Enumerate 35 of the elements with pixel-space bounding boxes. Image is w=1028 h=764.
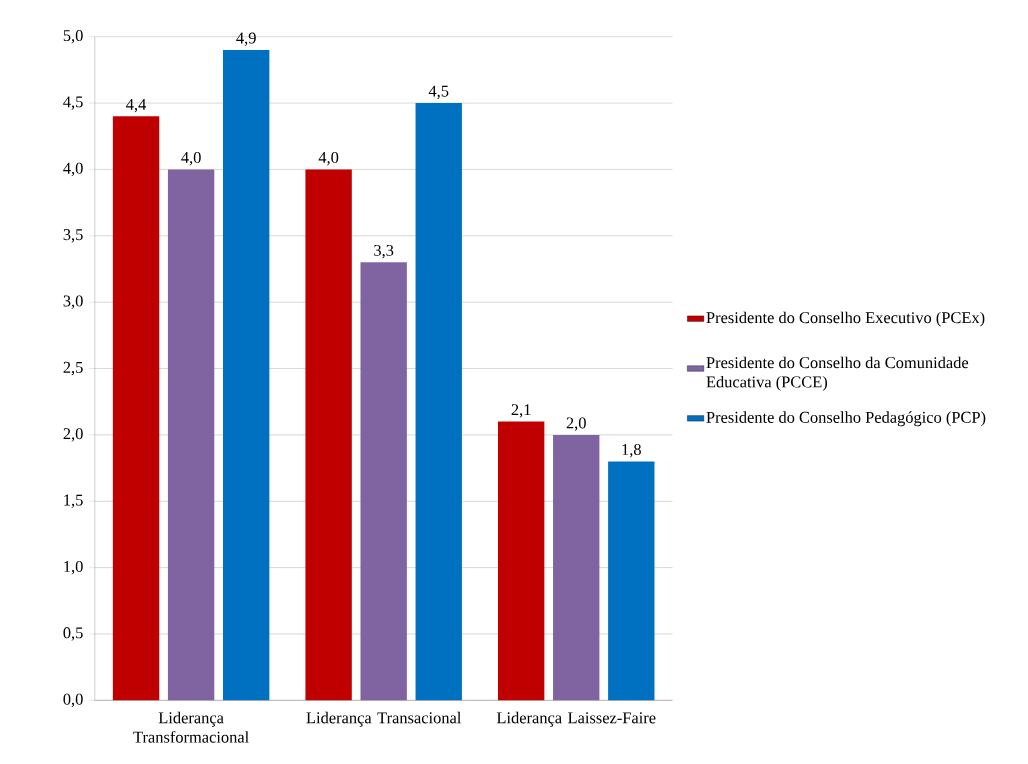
bar (497, 421, 545, 701)
data-label: 4,5 (428, 85, 449, 99)
y-tick-label: 2,0 (63, 428, 83, 442)
bar (608, 461, 655, 701)
bar (112, 116, 160, 701)
y-tick-label: 3,5 (63, 229, 83, 243)
bar (415, 103, 462, 701)
y-tick-label: 0,5 (63, 627, 83, 641)
y-tick-label: 0,0 (63, 693, 83, 708)
y-tick-label: 3,0 (63, 295, 83, 309)
data-label: 4,9 (236, 32, 256, 46)
legend-label: Presidente do Conselho da Comunidade Educativa (PCCE) (706, 356, 969, 391)
bar (553, 434, 600, 701)
bar (222, 49, 270, 701)
data-label: 4,0 (181, 151, 201, 166)
y-tick-label: 1,5 (64, 494, 83, 508)
data-label: 4,4 (126, 98, 147, 113)
bar (167, 169, 215, 701)
y-tick-label: 4,5 (63, 96, 83, 110)
bar (360, 262, 407, 701)
bar (305, 169, 352, 701)
data-label: 4,0 (318, 151, 339, 166)
legend-label: Presidente do Conselho Pedagógico (PCP) (706, 411, 986, 427)
data-label: 2,1 (511, 404, 531, 418)
y-tick-label: 5,0 (63, 29, 83, 44)
y-tick-label: 2,5 (63, 361, 83, 376)
x-tick-label: Liderança Transacional (306, 711, 462, 727)
y-tick-label: 4,0 (63, 162, 83, 177)
data-label: 2,0 (566, 417, 586, 431)
data-label: 1,8 (622, 443, 641, 458)
legend-label: Presidente do Conselho Executivo (PCEx) (706, 311, 985, 327)
x-tick-label: Liderança Laissez-Faire (496, 711, 656, 727)
x-tick-label: Liderança Transformacional (133, 711, 249, 743)
data-label: 3,3 (374, 244, 394, 259)
y-tick-label: 1,0 (64, 560, 83, 575)
